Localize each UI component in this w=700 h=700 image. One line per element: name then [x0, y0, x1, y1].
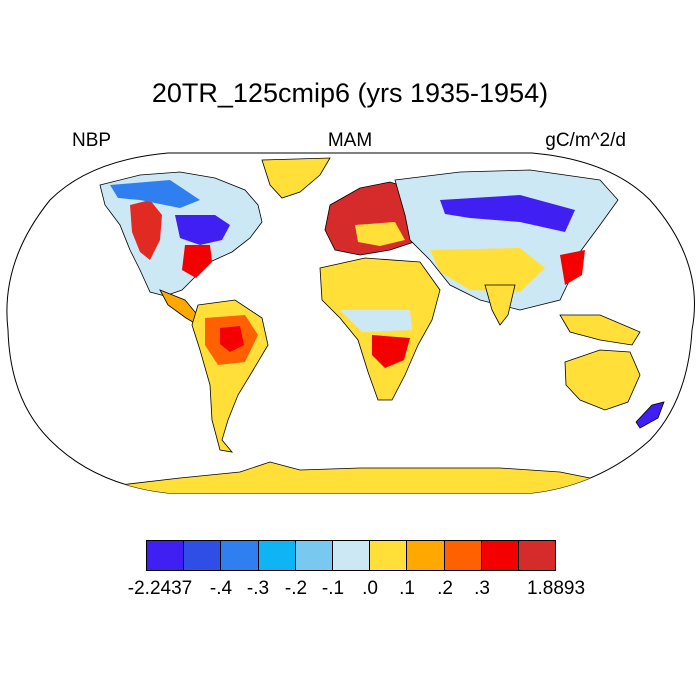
colorbar-tick-label: -2.2437 [127, 578, 193, 599]
colorbar-bin [370, 541, 408, 570]
variable-label: NBP [72, 130, 112, 151]
colorbar-tick-label: -.4 [209, 578, 233, 599]
season-label: MAM [327, 130, 373, 151]
colorbar-tick-label: .3 [474, 578, 490, 599]
map-title: 20TR_125cmip6 (yrs 1935-1954) [151, 78, 549, 108]
colorbar-tick-label: -.1 [321, 578, 345, 599]
units-label: gC/m^2/d [545, 130, 626, 151]
colorbar [146, 540, 556, 571]
antarctica-land [119, 461, 641, 493]
new-zealand-land [635, 401, 665, 429]
colorbar-bin [147, 541, 185, 570]
colorbar-bin [407, 541, 445, 570]
se-asia-islands [559, 314, 641, 346]
land-layer [99, 157, 665, 493]
asia-south-yellow [430, 248, 545, 292]
colorbar-bin [258, 541, 296, 570]
colorbar-bin [444, 541, 482, 570]
india-land [484, 284, 516, 326]
australia-land [564, 349, 641, 411]
africa-south-red [372, 335, 410, 368]
colorbar-bin [221, 541, 259, 570]
colorbar-tick-label: .1 [399, 578, 415, 599]
colorbar-tick-label: .2 [437, 578, 453, 599]
colorbar-bin [332, 541, 371, 570]
colorbar-tick-label: 1.8893 [526, 578, 586, 599]
colorbar-bin [295, 541, 333, 570]
greenland-land [261, 157, 331, 199]
europe-yellow [355, 222, 405, 246]
east-asia-red [560, 250, 585, 285]
asia-blue-band [440, 195, 575, 232]
na-southeast-red [182, 245, 212, 278]
colorbar-tick-label: -.3 [246, 578, 270, 599]
na-north-blue [110, 180, 200, 208]
colorbar-bin [481, 541, 519, 570]
na-west-red [130, 200, 162, 260]
africa-band-blue [340, 310, 412, 332]
colorbar-bin [184, 541, 222, 570]
amazon-core-red [220, 326, 244, 352]
na-east-blue [175, 215, 230, 245]
colorbar-bin [518, 541, 556, 570]
colorbar-tick-label: .0 [362, 578, 378, 599]
colorbar-tick-label: -.2 [284, 578, 308, 599]
colorbar-ticks: -2.2437 -.4 -.3 -.2 -.1 .0 .1 .2 .3 1.88… [0, 578, 700, 602]
